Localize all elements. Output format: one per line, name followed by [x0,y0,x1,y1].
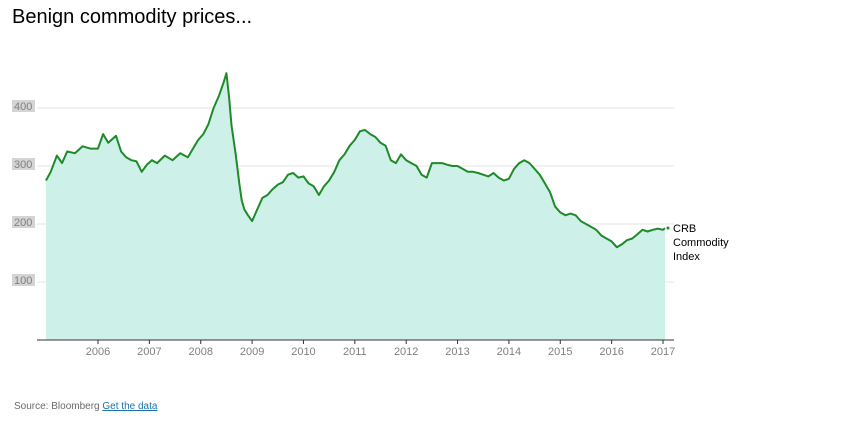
x-tick-label-2015: 2015 [548,346,572,358]
x-tick-label-2008: 2008 [188,346,212,358]
x-tick-label-2017: 2017 [651,346,675,358]
series-label: CRB Commodity Index [667,223,730,263]
series-area [46,73,665,340]
x-axis: 2006 2007 2008 2009 2010 2011 2012 2013 2014 2015… [37,340,675,358]
x-tick-label-2014: 2014 [497,346,521,358]
x-tick-label-2012: 2012 [394,346,418,358]
x-tick-label-2013: 2013 [445,346,469,358]
x-tick-label-2016: 2016 [599,346,623,358]
y-tick-label-300: 300 [14,159,32,171]
x-tick-label-2006: 2006 [86,346,110,358]
get-data-link[interactable]: Get the data [102,401,157,412]
series-label-line-1: CRB [673,223,696,235]
chart-footer: Source: Bloomberg Get the data [14,401,157,412]
x-tick-label-2011: 2011 [343,346,367,358]
source-text: Source: Bloomberg [14,401,100,412]
y-axis: 100 200 300 400 [12,100,35,287]
series-label-line-3: Index [673,251,700,263]
y-tick-label-400: 400 [14,101,32,113]
x-tick-label-2007: 2007 [137,346,161,358]
x-tick-label-2009: 2009 [240,346,264,358]
x-tick-label-2010: 2010 [291,346,315,358]
series-label-line-2: Commodity [673,237,729,249]
y-tick-label-100: 100 [14,275,32,287]
y-tick-label-200: 200 [14,217,32,229]
series-end-marker [667,227,670,230]
